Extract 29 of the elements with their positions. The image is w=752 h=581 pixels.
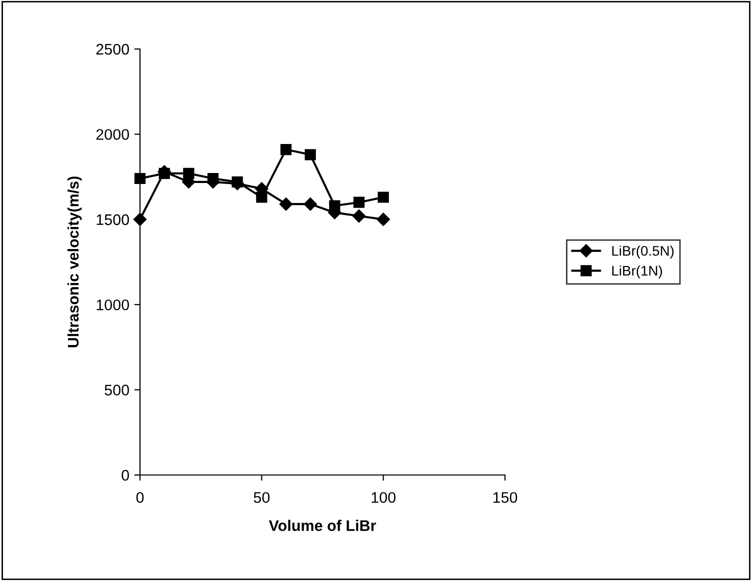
point bbox=[158, 168, 170, 179]
y-tick-label: 1000 bbox=[96, 299, 129, 310]
point bbox=[279, 197, 293, 211]
point bbox=[183, 168, 194, 179]
point bbox=[352, 209, 366, 223]
point bbox=[378, 192, 389, 203]
x-tick-label: 100 bbox=[372, 492, 396, 503]
point bbox=[256, 192, 268, 203]
point bbox=[134, 172, 146, 184]
x-axis-title: Volume of LiBr bbox=[268, 520, 376, 532]
point bbox=[304, 197, 317, 211]
legend-label: LiBr(0.5N) bbox=[612, 246, 674, 259]
y-axis-title: Ultrasonic velocity(m/s) bbox=[67, 176, 82, 348]
point bbox=[353, 196, 365, 208]
x-tick-label: 50 bbox=[254, 492, 270, 503]
point bbox=[329, 200, 340, 212]
point bbox=[280, 144, 292, 156]
point bbox=[207, 172, 219, 184]
y-tick-label: 2500 bbox=[96, 44, 129, 55]
y-tick-label: 500 bbox=[104, 384, 129, 396]
y-tick-label: 2000 bbox=[96, 129, 129, 140]
legend-label: LiBr(1N) bbox=[612, 265, 662, 278]
point bbox=[304, 149, 316, 160]
point bbox=[376, 212, 390, 226]
x-tick-label: 150 bbox=[493, 492, 518, 503]
y-tick-label: 0 bbox=[122, 470, 129, 481]
point bbox=[232, 176, 243, 188]
y-tick-label: 1500 bbox=[96, 214, 129, 226]
x-tick-label: 0 bbox=[136, 492, 144, 503]
